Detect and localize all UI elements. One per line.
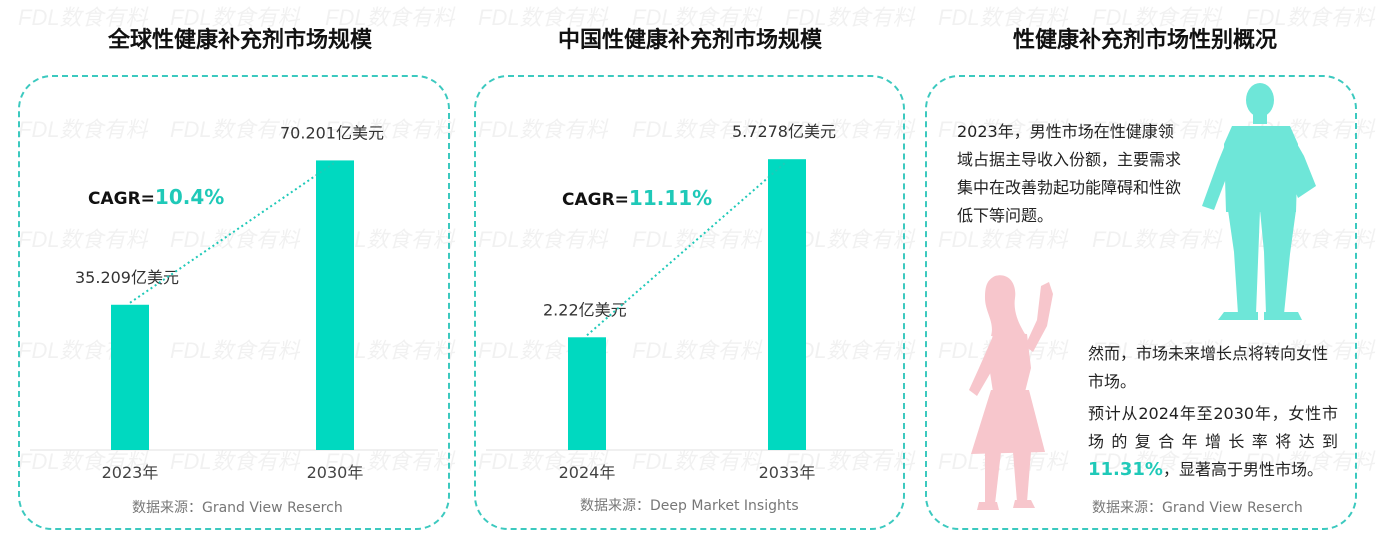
china-market-chart: 2.22亿美元 2024年 5.7278亿美元 2033年 [486, 122, 893, 482]
cagr-label: CAGR= [562, 190, 629, 210]
global-market-chart: 35.209亿美元 2023年 70.201亿美元 2030年 [30, 123, 438, 482]
female-silhouette-icon [969, 275, 1053, 510]
female-market-text-1: 然而，市场未来增长点将转向女性市场。 [1088, 344, 1329, 391]
female-cagr-highlight: 11.31% [1088, 459, 1163, 480]
gender-overview-card [925, 75, 1357, 530]
female-forecast-text: 预计从2024年至2030年，女性市场的复合年增长率将达到 [1088, 404, 1338, 451]
global-market-card [18, 75, 450, 530]
china-cagr: CAGR=11.11% [562, 186, 712, 210]
panel-title-global: 全球性健康补充剂市场规模 [107, 28, 372, 53]
source-note-china: 数据来源：Deep Market Insights [580, 498, 799, 514]
bar-value-label: 35.209亿美元 [75, 268, 179, 287]
china-market-card [474, 75, 905, 530]
bar-2023年 [111, 304, 149, 450]
growth-trend-line [129, 161, 336, 304]
bar-2030年 [316, 160, 354, 450]
growth-trend-line [586, 160, 788, 337]
x-tick-label: 2030年 [307, 463, 364, 482]
female-market-text-2: 预计从2024年至2030年，女性市场的复合年增长率将达到 11.31%，显著高于… [1088, 400, 1338, 484]
cagr-label: CAGR= [88, 189, 155, 209]
bar-value-label: 70.201亿美元 [280, 123, 384, 142]
male-silhouette-icon [1202, 83, 1316, 320]
cagr-value: 11.11% [628, 186, 713, 210]
panel-title-gender: 性健康补充剂市场性别概况 [1012, 28, 1277, 53]
bar-value-label: 2.22亿美元 [543, 300, 627, 319]
x-tick-label: 2024年 [559, 463, 616, 482]
source-note-gender: 数据来源：Grand View Reserch [1092, 500, 1303, 516]
bar-value-label: 5.7278亿美元 [732, 122, 836, 141]
female-comparison-text: ，显著高于男性市场。 [1162, 460, 1323, 479]
male-market-text: 2023年，男性市场在性健康领域占据主导收入份额，主要需求集中在改善勃起功能障碍… [957, 122, 1182, 225]
global-cagr: CAGR=10.4% [88, 185, 224, 209]
cagr-value: 10.4% [154, 185, 225, 209]
panel-title-china: 中国性健康补充剂市场规模 [557, 28, 822, 53]
bar-2024年 [568, 337, 606, 450]
bar-2033年 [768, 159, 806, 451]
x-tick-label: 2033年 [759, 463, 816, 482]
source-note-global: 数据来源：Grand View Reserch [132, 500, 343, 516]
x-tick-label: 2023年 [102, 463, 159, 482]
